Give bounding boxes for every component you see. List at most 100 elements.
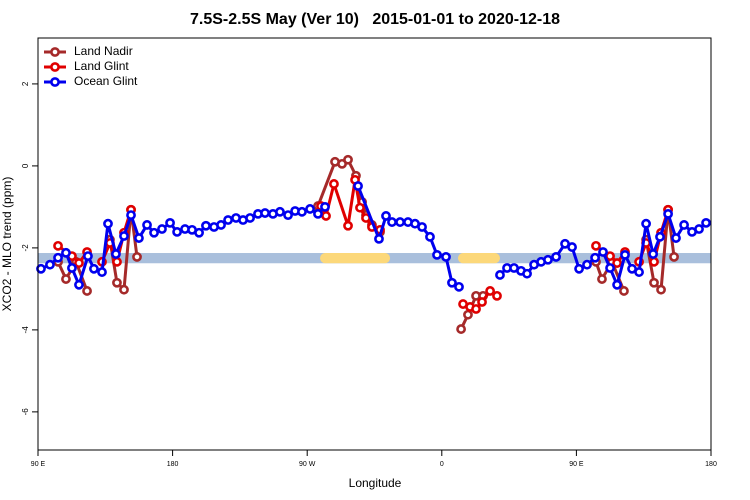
point	[103, 218, 113, 229]
point	[53, 252, 63, 263]
point	[655, 231, 665, 242]
point	[305, 204, 315, 214]
point	[343, 220, 353, 231]
point	[641, 218, 651, 229]
point	[582, 259, 592, 270]
point	[381, 211, 391, 221]
point	[201, 220, 211, 231]
y-tick-label: -2	[21, 244, 30, 252]
point	[543, 254, 553, 265]
point	[275, 206, 285, 217]
point	[149, 227, 159, 238]
point	[343, 154, 353, 165]
point	[679, 220, 689, 230]
y-tick-label: -6	[21, 408, 30, 416]
point	[165, 217, 175, 228]
point	[574, 263, 584, 274]
point	[395, 217, 405, 227]
point	[663, 208, 673, 219]
point	[111, 249, 121, 259]
point	[97, 267, 107, 277]
x-tick-label: 90 E	[569, 461, 584, 468]
point	[597, 274, 607, 284]
point	[619, 286, 629, 296]
point	[495, 270, 505, 280]
point	[245, 213, 255, 223]
point	[313, 208, 323, 219]
point	[61, 274, 71, 284]
point	[216, 220, 226, 230]
point	[598, 247, 608, 257]
y-tick-label: 2	[21, 81, 30, 86]
point	[45, 259, 55, 270]
legend-marker	[50, 47, 60, 57]
point	[591, 240, 601, 251]
point	[456, 324, 466, 334]
point	[492, 290, 502, 301]
x-tick-label: 180	[167, 461, 179, 468]
point	[134, 233, 144, 243]
point	[194, 227, 204, 238]
x-tick-label: 180	[705, 461, 717, 468]
point	[329, 179, 339, 189]
point	[432, 249, 442, 260]
point	[567, 242, 577, 252]
point	[67, 263, 77, 273]
point	[119, 231, 129, 241]
point	[74, 279, 84, 290]
point	[441, 252, 451, 262]
point	[649, 256, 659, 267]
point	[223, 215, 233, 225]
point	[477, 297, 487, 307]
band-highlight	[320, 253, 391, 264]
point	[119, 284, 129, 295]
point	[260, 208, 270, 218]
point	[417, 222, 427, 232]
point	[605, 263, 615, 273]
point	[612, 279, 622, 290]
point	[656, 284, 666, 295]
point	[590, 252, 600, 263]
point	[669, 252, 679, 262]
point	[36, 263, 46, 274]
chart-title: 7.5S-2.5S May (Ver 10) 2015-01-01 to 202…	[190, 11, 560, 28]
legend-label: Land Nadir	[74, 44, 133, 58]
point	[471, 304, 481, 314]
legend-marker	[50, 62, 60, 72]
point	[551, 252, 561, 262]
point	[320, 201, 330, 212]
x-tick-label: 90 W	[299, 461, 316, 468]
point	[701, 217, 711, 228]
point	[157, 224, 167, 234]
y-tick-label: 0	[21, 163, 30, 168]
band-highlight	[457, 253, 500, 264]
point	[142, 220, 152, 230]
point	[485, 286, 496, 296]
point	[83, 251, 93, 261]
point	[374, 233, 384, 244]
x-tick-label: 90 E	[31, 461, 46, 468]
point	[126, 210, 136, 220]
point	[454, 281, 464, 292]
point	[671, 233, 681, 243]
point	[694, 224, 704, 234]
point	[355, 202, 365, 213]
y-axis-label: XCO2 - MLO trend (ppm)	[0, 177, 14, 312]
legend-marker	[50, 77, 60, 87]
legend-label: Ocean Glint	[74, 74, 138, 88]
point	[321, 211, 331, 221]
point	[82, 286, 92, 296]
point	[634, 267, 644, 277]
point	[620, 249, 630, 260]
x-axis-label: Longitude	[349, 476, 402, 490]
point	[387, 217, 397, 227]
point	[649, 277, 659, 288]
x-tick-label: 0	[440, 461, 444, 468]
y-tick-label: -4	[21, 326, 30, 334]
point	[132, 252, 142, 262]
point	[425, 231, 435, 242]
point	[522, 268, 532, 279]
point	[112, 256, 122, 267]
point	[648, 249, 659, 259]
